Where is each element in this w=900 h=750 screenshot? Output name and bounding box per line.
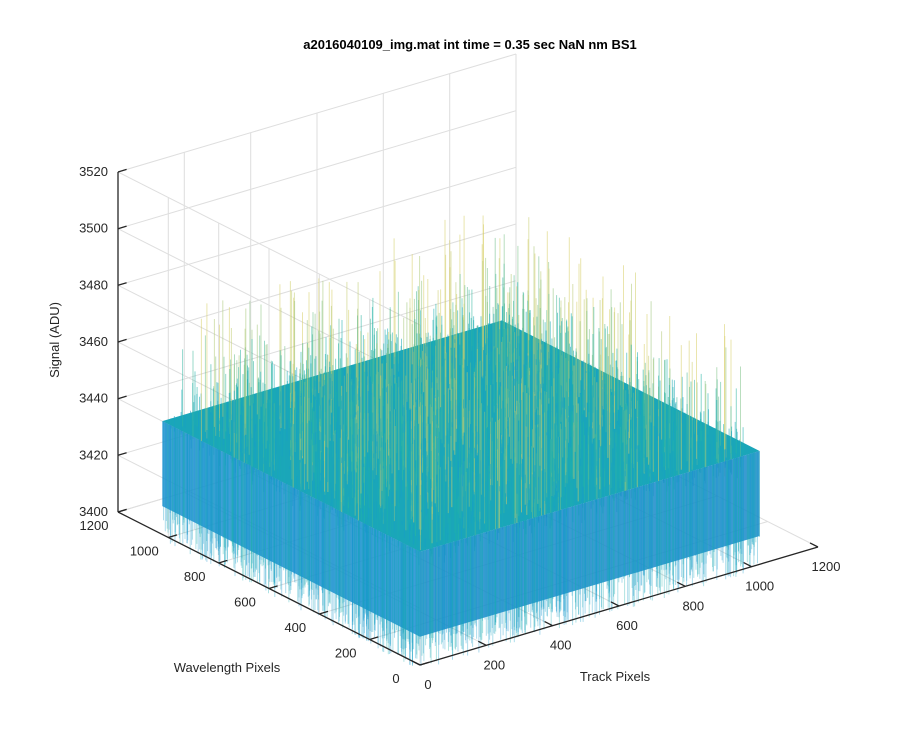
- ticks-layer: 0 200 400 600 800 1000 1200 0 200 400 600 800 1000 12…: [79, 164, 840, 692]
- y-tick-label: 200: [335, 646, 357, 661]
- y-tick-mark: [168, 534, 178, 539]
- grid-line: [117, 110, 517, 230]
- x-tick-label: 1000: [745, 579, 774, 594]
- z-tick-mark: [117, 452, 127, 456]
- surface-front-left: [162, 421, 421, 637]
- z-tick-label: 3460: [79, 334, 108, 349]
- z-tick-mark: [117, 395, 127, 400]
- y-axis-label: Wavelength Pixels: [174, 660, 281, 675]
- grid-line: [117, 171, 421, 326]
- x-tick-label: 400: [550, 638, 572, 653]
- x-tick-mark: [677, 581, 686, 587]
- y-tick-mark: [369, 636, 379, 641]
- surface-front-right: [420, 451, 760, 637]
- z-tick-mark: [117, 168, 127, 173]
- y-tick-label: 1000: [130, 544, 159, 559]
- axes-layer: [117, 168, 819, 666]
- y-tick-label: 400: [284, 620, 306, 635]
- grid-line: [117, 228, 421, 383]
- x-tick-label: 800: [682, 598, 704, 613]
- z-tick-mark: [117, 282, 127, 286]
- z-tick-mark: [117, 225, 127, 230]
- z-tick-mark: [117, 338, 127, 343]
- x-tick-mark: [743, 562, 752, 568]
- grid-line: [117, 166, 517, 286]
- x-tick-label: 600: [616, 618, 638, 633]
- y-tick-label: 0: [392, 671, 399, 686]
- x-tick-mark: [478, 640, 487, 646]
- y-tick-mark: [319, 610, 329, 615]
- y-tick-label: 600: [234, 595, 256, 610]
- y-tick-mark: [218, 559, 228, 564]
- y-tick-label: 1200: [80, 518, 109, 533]
- z-tick-label: 3420: [79, 447, 108, 462]
- z-tick-mark: [117, 508, 127, 513]
- z-tick-label: 3440: [79, 391, 108, 406]
- z-tick-label: 3480: [79, 277, 108, 292]
- z-tick-label: 3400: [79, 504, 108, 519]
- z-tick-label: 3520: [79, 164, 108, 179]
- grid-line: [117, 53, 517, 173]
- x-tick-label: 1200: [812, 559, 841, 574]
- x-tick-mark: [411, 660, 421, 666]
- x-tick-mark: [544, 621, 553, 627]
- x-tick-label: 200: [483, 657, 505, 672]
- x-axis-label: Track Pixels: [580, 669, 651, 684]
- y-tick-mark: [419, 661, 429, 666]
- chart-title: a2016040109_img.mat int time = 0.35 sec …: [303, 37, 637, 52]
- z-tick-label: 3500: [79, 221, 108, 236]
- x-tick-mark: [610, 601, 620, 607]
- z-axis-label: Signal (ADU): [47, 302, 62, 378]
- y-tick-label: 800: [184, 569, 206, 584]
- x-tick-mark: [809, 542, 819, 548]
- x-tick-label: 0: [424, 677, 431, 692]
- y-tick-mark: [268, 585, 278, 590]
- surface-layer: [162, 215, 760, 666]
